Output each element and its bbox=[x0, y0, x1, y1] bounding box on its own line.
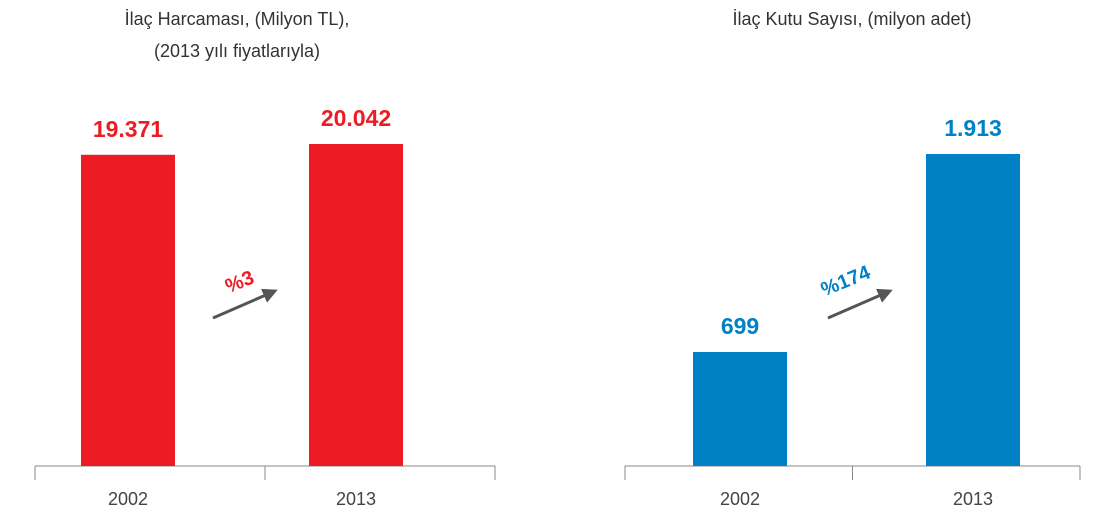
bar bbox=[693, 351, 787, 466]
growth-arrow bbox=[212, 288, 278, 320]
value-label: 699 bbox=[721, 313, 759, 339]
x-tick-label: 2002 bbox=[720, 489, 760, 509]
chart-title: İlaç Kutu Sayısı, (milyon adet) bbox=[732, 9, 971, 29]
bar bbox=[926, 154, 1020, 466]
value-label: 1.913 bbox=[944, 115, 1002, 141]
bar bbox=[81, 154, 175, 466]
x-tick-label: 2013 bbox=[953, 489, 993, 509]
growth-label: %174 bbox=[818, 261, 874, 301]
bar bbox=[309, 144, 403, 466]
chart-subtitle: (2013 yılı fiyatlarıyla) bbox=[154, 41, 320, 61]
x-tick-label: 2013 bbox=[336, 489, 376, 509]
value-label: 19.371 bbox=[93, 116, 164, 142]
x-tick-label: 2002 bbox=[108, 489, 148, 509]
growth-arrow bbox=[827, 288, 893, 320]
chart-title: İlaç Harcaması, (Milyon TL), bbox=[125, 9, 350, 29]
growth-label: %3 bbox=[222, 267, 257, 298]
value-label: 20.042 bbox=[321, 105, 391, 131]
